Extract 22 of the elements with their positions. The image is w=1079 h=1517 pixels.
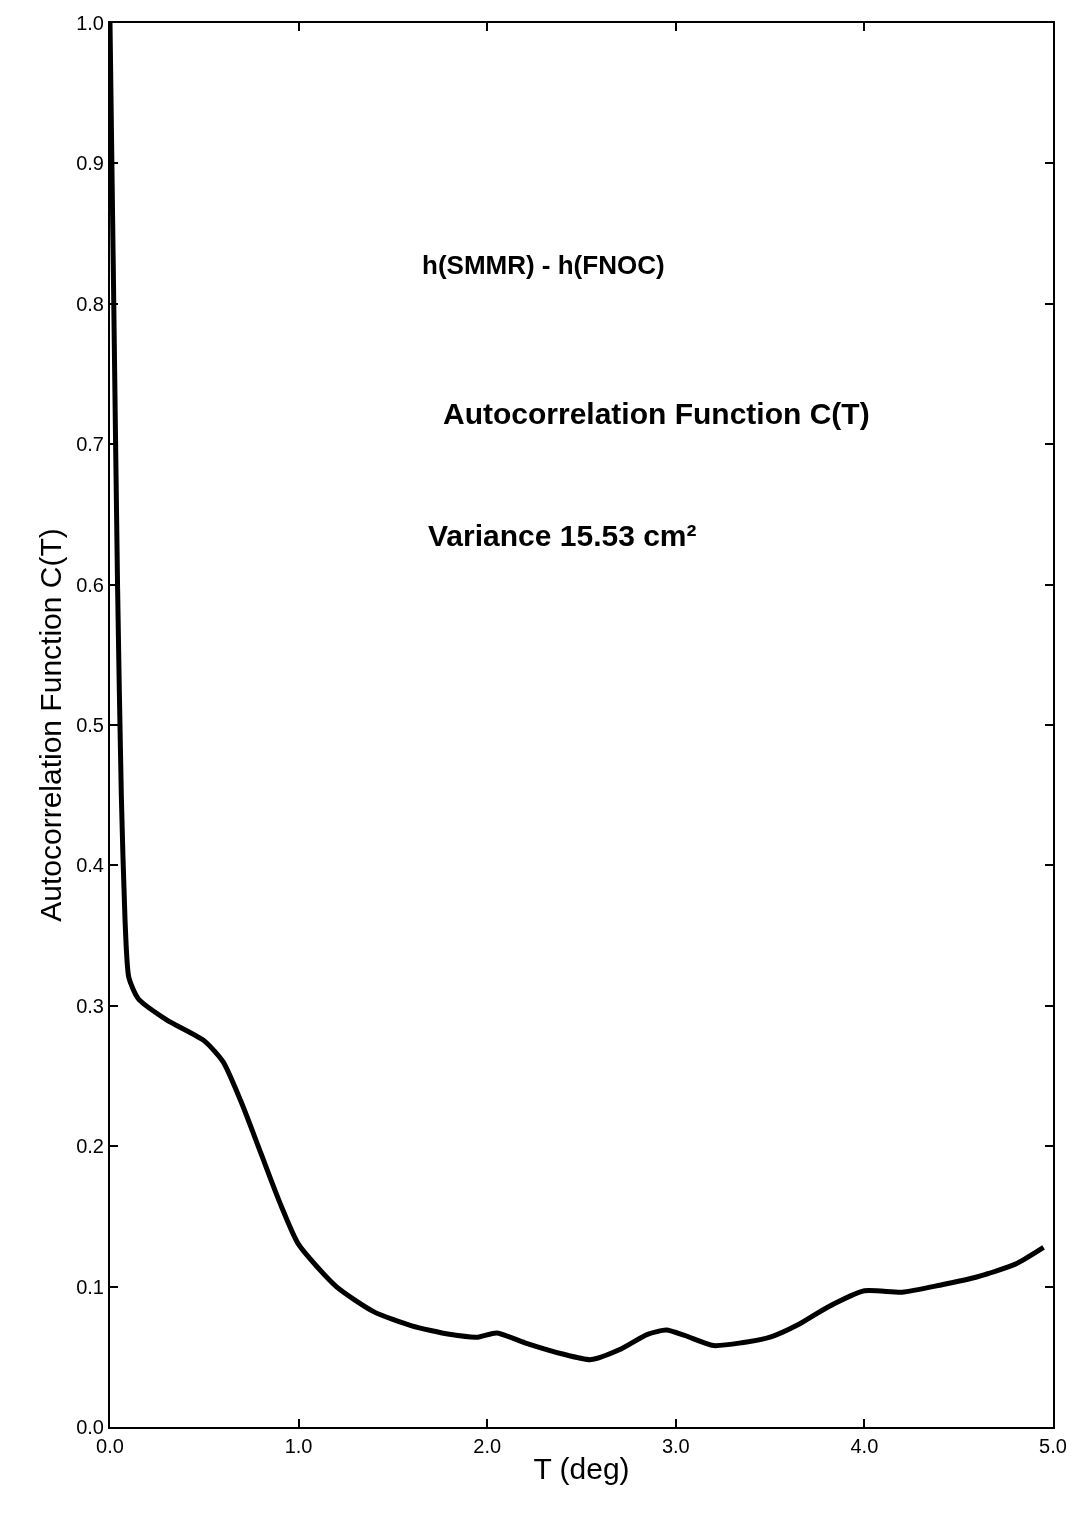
- x-tick-label: 5.0: [1039, 1435, 1067, 1457]
- annotation: Autocorrelation Function C(T): [443, 397, 870, 430]
- y-tick-label: 0.8: [76, 292, 104, 315]
- y-tick-label: 0.2: [76, 1135, 104, 1158]
- y-tick-label: 1.0: [76, 12, 104, 34]
- x-tick-label: 2.0: [473, 1435, 502, 1457]
- y-tick-label: 0.4: [76, 854, 104, 877]
- y-tick-label: 0.1: [76, 1275, 104, 1298]
- y-axis-title: Autocorrelation Function C(T): [33, 528, 67, 922]
- x-tick-label: 3.0: [661, 1435, 690, 1457]
- y-tick-label: 0.7: [76, 433, 104, 456]
- y-tick-label: 0.6: [76, 573, 104, 596]
- y-tick-label: 0.0: [76, 1416, 104, 1438]
- annotation: h(SMMR) - h(FNOC): [422, 250, 665, 280]
- x-tick-label: 4.0: [850, 1435, 879, 1457]
- y-tick-label: 0.9: [76, 152, 104, 175]
- y-tick-label: 0.5: [76, 714, 104, 736]
- x-tick-label: 0.0: [96, 1435, 124, 1457]
- x-axis-title: T (deg): [533, 1452, 630, 1485]
- x-tick-label: 1.0: [284, 1435, 313, 1457]
- annotation: Variance 15.53 cm²: [428, 519, 697, 552]
- y-tick-label: 0.3: [76, 994, 104, 1017]
